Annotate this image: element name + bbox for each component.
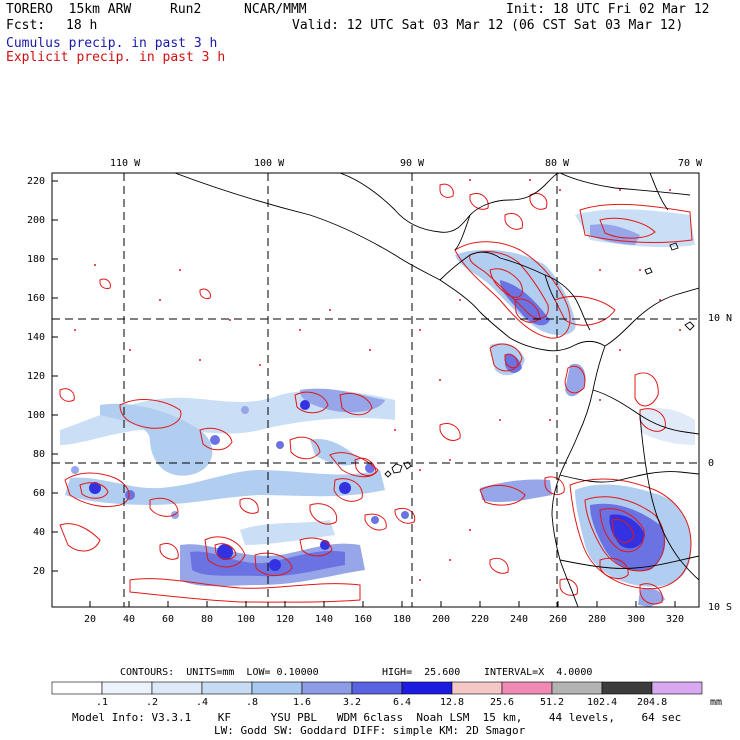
x-tick-label: 300 — [627, 614, 646, 625]
colorbar-cell — [501, 681, 553, 695]
org-label: NCAR/MMM — [244, 2, 307, 17]
colorbar-cell — [601, 681, 653, 695]
colorbar-cell — [451, 681, 503, 695]
lon-label-80w: 80 W — [545, 158, 570, 169]
colorbar-cell — [351, 681, 403, 695]
y-tick-label: 80 — [33, 449, 46, 460]
fcst-label: Fcst: — [6, 18, 46, 33]
colorbar-label: 204.8 — [637, 697, 668, 708]
explicit-precip-contours — [59, 183, 693, 605]
colorbar-cell — [51, 681, 103, 695]
colorbar-label: 3.2 — [343, 697, 362, 708]
lon-label-90w: 90 W — [400, 158, 425, 169]
y-tick-label: 120 — [27, 371, 46, 382]
y-tick-label: 220 — [27, 176, 46, 187]
colorbar-label: .2 — [146, 697, 159, 708]
x-tick-label: 20 — [84, 614, 97, 625]
model-info-line2: LW: Godd SW: Goddard DIFF: simple KM: 2D… — [214, 724, 526, 737]
y-tick-label: 20 — [33, 566, 46, 577]
cumulus-precip-shading — [60, 209, 695, 607]
y-tick-label: 100 — [27, 410, 46, 421]
x-tick-label: 180 — [393, 614, 412, 625]
x-tick-label: 120 — [276, 614, 295, 625]
field-explicit-label: Explicit precip. in past 3 h — [6, 50, 226, 65]
colorbar-label: 12.8 — [440, 697, 465, 708]
lon-label-110w: 110 W — [110, 158, 141, 169]
coastlines — [174, 173, 699, 607]
lat-label-0: 0 — [708, 458, 715, 469]
x-tick-label: 280 — [588, 614, 607, 625]
x-tick-label: 200 — [432, 614, 451, 625]
lat-label-10n: 10 N — [708, 313, 733, 324]
init-time: Init: 18 UTC Fri 02 Mar 12 — [506, 2, 710, 17]
y-tick-label: 200 — [27, 215, 46, 226]
colorbar-cell — [651, 681, 703, 695]
x-tick-label: 220 — [471, 614, 490, 625]
lon-label-100w: 100 W — [254, 158, 285, 169]
x-tick-label: 40 — [123, 614, 136, 625]
y-axis-ticks — [52, 180, 58, 572]
model-name: TORERO 15km ARW — [6, 2, 132, 17]
x-tick-label: 240 — [510, 614, 529, 625]
x-tick-label: 320 — [666, 614, 685, 625]
colorbar-label: .8 — [246, 697, 259, 708]
x-tick-label: 80 — [201, 614, 214, 625]
contour-high: HIGH= 25.600 — [382, 667, 461, 678]
contour-interval: INTERVAL=X 4.0000 — [484, 667, 593, 678]
colorbar-label: .1 — [96, 697, 109, 708]
colorbar-label: 6.4 — [393, 697, 412, 708]
lon-label-70w: 70 W — [678, 158, 703, 169]
x-tick-label: 60 — [162, 614, 175, 625]
colorbar-cell — [101, 681, 153, 695]
colorbar-label: 51.2 — [540, 697, 565, 708]
colorbar-label: 1.6 — [293, 697, 312, 708]
colorbar-cell — [151, 681, 203, 695]
y-tick-label: 160 — [27, 293, 46, 304]
explicit-precip-dots — [74, 179, 681, 581]
colorbar-cell — [551, 681, 603, 695]
y-tick-label: 140 — [27, 332, 46, 343]
lat-label-10s: 10 S — [708, 602, 733, 613]
y-tick-label: 180 — [27, 254, 46, 265]
x-tick-label: 140 — [315, 614, 334, 625]
colorbar-cell — [251, 681, 303, 695]
x-tick-label: 160 — [354, 614, 373, 625]
colorbar-label: .4 — [196, 697, 209, 708]
y-tick-label: 40 — [33, 527, 46, 538]
run-label: Run2 — [170, 2, 202, 17]
colorbar — [51, 681, 703, 695]
y-tick-label: 60 — [33, 488, 46, 499]
contour-units: CONTOURS: UNITS=mm LOW= 0.10000 — [120, 667, 319, 678]
latlon-grid — [52, 173, 699, 607]
x-axis-ticks — [89, 601, 676, 607]
valid-time: Valid: 12 UTC Sat 03 Mar 12 (06 CST Sat … — [292, 18, 684, 33]
fcst-value: 18 h — [66, 18, 98, 33]
colorbar-label: 25.6 — [490, 697, 515, 708]
colorbar-cell — [401, 681, 453, 695]
x-tick-label: 260 — [549, 614, 568, 625]
colorbar-unit: mm — [710, 697, 723, 708]
colorbar-label: 102.4 — [587, 697, 618, 708]
colorbar-cell — [201, 681, 253, 695]
model-info-line1: Model Info: V3.3.1 KF YSU PBL WDM 6class… — [72, 711, 682, 724]
colorbar-cell — [301, 681, 353, 695]
x-tick-label: 100 — [237, 614, 256, 625]
field-cumulus-label: Cumulus precip. in past 3 h — [6, 36, 218, 51]
